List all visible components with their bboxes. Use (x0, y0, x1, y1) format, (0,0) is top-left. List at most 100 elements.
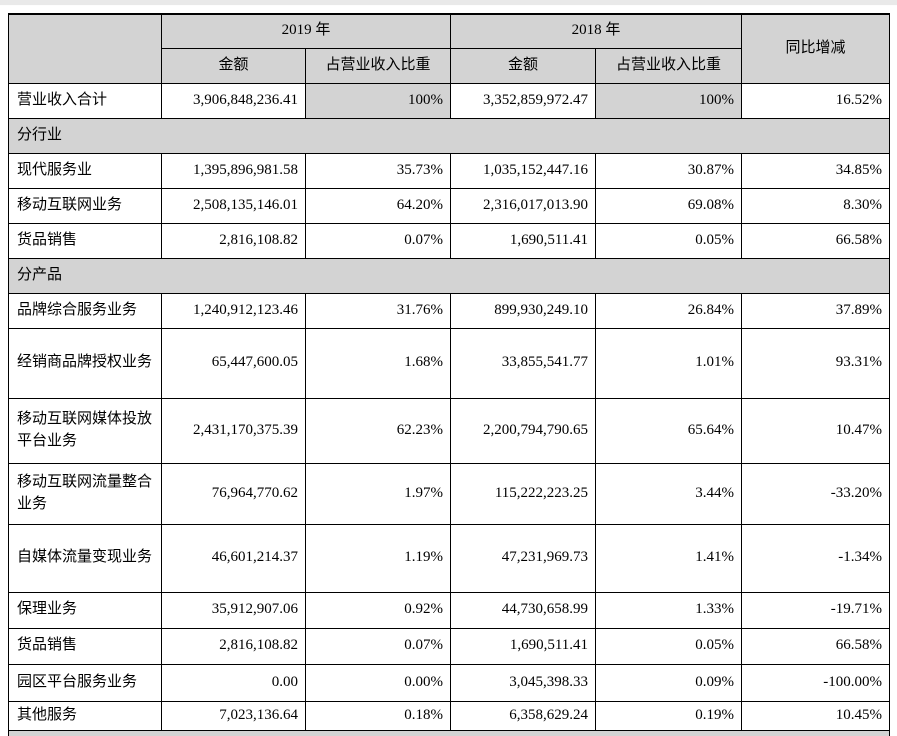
share-2018: 69.08% (595, 187, 743, 224)
share-2018: 1.33% (595, 591, 743, 629)
yoy-value: 10.47% (741, 397, 891, 464)
row-label: 经销商品牌授权业务 (8, 327, 162, 399)
yoy-value: 8.30% (741, 187, 891, 224)
row-label: 货品销售 (8, 222, 162, 259)
header-amount-2019: 金额 (161, 47, 306, 84)
amount-2019: 3,906,848,236.41 (161, 82, 306, 119)
amount-2018: 3,045,398.33 (450, 663, 597, 702)
amount-2019: 2,508,135,146.01 (161, 187, 306, 224)
amount-2019: 2,816,108.82 (161, 627, 306, 665)
header-year-2019: 2019 年 (160, 13, 452, 49)
share-2018: 0.05% (595, 222, 743, 259)
header-empty-cell (8, 13, 162, 84)
amount-2018: 2,200,794,790.65 (450, 397, 597, 464)
amount-2018: 44,730,658.99 (450, 591, 597, 629)
row-label: 其他服务 (8, 700, 162, 731)
yoy-value: 37.89% (741, 292, 891, 329)
table-row-total: 营业收入合计 3,906,848,236.41 100% 3,352,859,9… (8, 82, 891, 119)
share-2018: 1.41% (595, 523, 743, 593)
table-row: 自媒体流量变现业务 46,601,214.37 1.19% 47,231,969… (8, 523, 891, 593)
section-title-clipped (7, 729, 891, 736)
share-2018: 3.44% (595, 462, 743, 525)
share-2019: 0.07% (304, 222, 452, 259)
share-2019: 100% (304, 82, 452, 119)
table-row: 货品销售 2,816,108.82 0.07% 1,690,511.41 0.0… (8, 627, 891, 665)
table-row: 保理业务 35,912,907.06 0.92% 44,730,658.99 1… (8, 591, 891, 629)
section-title: 分产品 (7, 257, 891, 294)
table-row: 移动互联网业务 2,508,135,146.01 64.20% 2,316,01… (8, 187, 891, 224)
amount-2018: 33,855,541.77 (450, 327, 597, 399)
amount-2019: 46,601,214.37 (161, 523, 306, 593)
yoy-value: 16.52% (741, 82, 891, 119)
share-2018: 1.01% (595, 327, 743, 399)
section-band-clipped (7, 729, 891, 736)
share-2018: 0.09% (595, 663, 743, 702)
row-label: 移动互联网媒体投放平台业务 (8, 397, 162, 464)
revenue-breakdown-table: 2019 年 2018 年 同比增减 金额 占营业收入比重 金额 占营业收入比重… (7, 13, 891, 736)
share-2019: 0.07% (304, 627, 452, 665)
yoy-value: 93.31% (741, 327, 891, 399)
table-row: 货品销售 2,816,108.82 0.07% 1,690,511.41 0.0… (8, 222, 891, 259)
share-2019: 1.97% (304, 462, 452, 525)
row-label: 货品销售 (8, 627, 162, 665)
row-label: 移动互联网流量整合业务 (8, 462, 162, 525)
header-share-2019: 占营业收入比重 (304, 47, 452, 84)
amount-2018: 1,690,511.41 (450, 222, 597, 259)
yoy-value: 34.85% (741, 152, 891, 189)
amount-2018: 115,222,223.25 (450, 462, 597, 525)
header-yoy: 同比增减 (741, 13, 891, 84)
amount-2019: 76,964,770.62 (161, 462, 306, 525)
share-2019: 1.68% (304, 327, 452, 399)
share-2018: 100% (595, 82, 743, 119)
share-2019: 62.23% (304, 397, 452, 464)
amount-2019: 0.00 (161, 663, 306, 702)
header-year-2018: 2018 年 (450, 13, 743, 49)
header-row-years: 2019 年 2018 年 同比增减 (8, 13, 891, 84)
yoy-value: -100.00% (741, 663, 891, 702)
amount-2018: 47,231,969.73 (450, 523, 597, 593)
table-row: 移动互联网媒体投放平台业务 2,431,170,375.39 62.23% 2,… (8, 397, 891, 464)
amount-2019: 7,023,136.64 (161, 700, 306, 731)
row-label: 营业收入合计 (8, 82, 162, 119)
share-2019: 0.92% (304, 591, 452, 629)
amount-2018: 2,316,017,013.90 (450, 187, 597, 224)
amount-2019: 35,912,907.06 (161, 591, 306, 629)
share-2018: 65.64% (595, 397, 743, 464)
amount-2019: 65,447,600.05 (161, 327, 306, 399)
share-2019: 31.76% (304, 292, 452, 329)
section-band-product: 分产品 (7, 257, 891, 294)
table-row: 经销商品牌授权业务 65,447,600.05 1.68% 33,855,541… (8, 327, 891, 399)
amount-2019: 1,395,896,981.58 (161, 152, 306, 189)
amount-2018: 899,930,249.10 (450, 292, 597, 329)
amount-2018: 1,035,152,447.16 (450, 152, 597, 189)
amount-2018: 1,690,511.41 (450, 627, 597, 665)
share-2019: 0.18% (304, 700, 452, 731)
section-band-industry: 分行业 (7, 117, 891, 154)
page-top-edge (0, 0, 897, 6)
table-row: 园区平台服务业务 0.00 0.00% 3,045,398.33 0.09% -… (8, 663, 891, 702)
yoy-value: 10.45% (741, 700, 891, 731)
row-label: 移动互联网业务 (8, 187, 162, 224)
table-row: 其他服务 7,023,136.64 0.18% 6,358,629.24 0.1… (8, 700, 891, 731)
table-row: 移动互联网流量整合业务 76,964,770.62 1.97% 115,222,… (8, 462, 891, 525)
amount-2019: 1,240,912,123.46 (161, 292, 306, 329)
row-label: 园区平台服务业务 (8, 663, 162, 702)
share-2019: 64.20% (304, 187, 452, 224)
yoy-value: 66.58% (741, 627, 891, 665)
row-label: 自媒体流量变现业务 (8, 523, 162, 593)
yoy-value: -1.34% (741, 523, 891, 593)
amount-2019: 2,816,108.82 (161, 222, 306, 259)
header-share-2018: 占营业收入比重 (595, 47, 743, 84)
yoy-value: 66.58% (741, 222, 891, 259)
table-row: 现代服务业 1,395,896,981.58 35.73% 1,035,152,… (8, 152, 891, 189)
amount-2019: 2,431,170,375.39 (161, 397, 306, 464)
section-title: 分行业 (7, 117, 891, 154)
header-row-subcols: 金额 占营业收入比重 金额 占营业收入比重 (9, 47, 890, 84)
share-2018: 0.05% (595, 627, 743, 665)
header-amount-2018: 金额 (450, 47, 597, 84)
yoy-value: -19.71% (741, 591, 891, 629)
table-row: 品牌综合服务业务 1,240,912,123.46 31.76% 899,930… (8, 292, 891, 329)
row-label: 品牌综合服务业务 (8, 292, 162, 329)
amount-2018: 6,358,629.24 (450, 700, 597, 731)
share-2018: 26.84% (595, 292, 743, 329)
